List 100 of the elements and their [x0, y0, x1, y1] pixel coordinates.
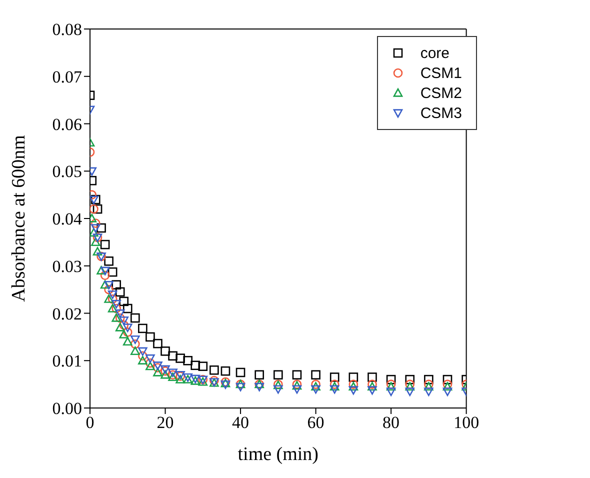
point: [122, 324, 132, 332]
point: [112, 304, 121, 314]
point: [100, 270, 110, 280]
point: [368, 382, 377, 391]
point: [112, 313, 121, 322]
point: [176, 374, 185, 384]
point: [104, 294, 114, 303]
point: [442, 374, 452, 384]
y-tick-label: 0.07: [52, 67, 82, 86]
point: [311, 382, 320, 391]
point: [115, 309, 125, 318]
point: [386, 374, 396, 384]
point: [130, 339, 140, 349]
point: [96, 266, 106, 274]
point: [292, 385, 302, 394]
point: [254, 370, 264, 380]
point: [122, 304, 132, 314]
point: [220, 366, 230, 376]
point: [236, 382, 246, 392]
point: [108, 304, 118, 312]
point: [424, 382, 434, 391]
point: [119, 316, 129, 326]
point: [274, 370, 283, 380]
point: [168, 372, 178, 382]
point: [190, 360, 200, 370]
x-tick-label: 40: [232, 413, 250, 432]
point: [442, 382, 452, 391]
legend-label: CSM2: [420, 84, 462, 102]
point: [153, 338, 162, 348]
point: [311, 385, 320, 394]
point: [130, 313, 140, 323]
y-tick-label: 0.03: [52, 256, 82, 276]
y-tick-label: 0.05: [52, 162, 82, 182]
point: [108, 267, 118, 277]
point: [90, 204, 98, 214]
point: [236, 368, 246, 378]
point: [405, 382, 415, 391]
point: [138, 347, 148, 356]
x-tick-label: 20: [156, 413, 174, 432]
point: [119, 330, 129, 338]
y-tick-label: 0.04: [52, 210, 82, 229]
x-tick-label: 0: [86, 413, 94, 432]
point: [115, 287, 125, 297]
point: [104, 284, 114, 294]
point: [254, 382, 264, 392]
point: [90, 228, 98, 237]
point: [92, 204, 102, 214]
point: [104, 256, 114, 266]
legend-label: core: [420, 44, 450, 62]
point: [90, 238, 100, 246]
point: [146, 358, 155, 368]
point: [138, 324, 148, 334]
point: [330, 382, 340, 391]
point: [146, 332, 155, 342]
point: [386, 382, 396, 391]
x-tick-label: 60: [307, 413, 324, 432]
y-tick-label: 0.08: [52, 20, 82, 40]
point: [274, 385, 283, 394]
point: [146, 354, 155, 363]
point: [122, 337, 132, 346]
point: [119, 296, 129, 306]
point: [104, 280, 114, 290]
point: [115, 313, 125, 323]
point: [119, 320, 129, 330]
point: [424, 374, 434, 384]
y-tick-label: 0.01: [52, 352, 82, 371]
x-tick-label: 80: [382, 413, 400, 432]
x-axis-title: time (min): [238, 444, 319, 465]
point: [130, 346, 140, 355]
y-tick-label: 0.00: [52, 399, 82, 418]
point: [198, 362, 208, 371]
point: [330, 385, 340, 394]
point: [90, 224, 100, 233]
point: [112, 280, 121, 290]
point: [92, 247, 102, 256]
point: [368, 386, 377, 395]
point: [115, 322, 125, 332]
point: [183, 356, 192, 366]
point: [368, 372, 377, 382]
y-tick-label: 0.02: [52, 304, 82, 324]
point: [348, 372, 358, 382]
point: [424, 388, 434, 396]
point: [112, 300, 121, 308]
point: [405, 374, 415, 384]
point: [108, 290, 118, 299]
point: [100, 280, 110, 289]
y-tick-label: 0.06: [52, 114, 82, 134]
point: [138, 356, 148, 364]
point: [153, 368, 162, 376]
point: [348, 386, 358, 395]
point: [108, 294, 118, 304]
point: [386, 388, 396, 396]
point: [405, 388, 415, 396]
point: [130, 335, 140, 344]
legend-label: CSM1: [420, 64, 462, 82]
point: [100, 240, 110, 250]
point: [100, 266, 110, 276]
point: [138, 351, 148, 361]
point: [311, 370, 320, 380]
point: [330, 372, 340, 382]
